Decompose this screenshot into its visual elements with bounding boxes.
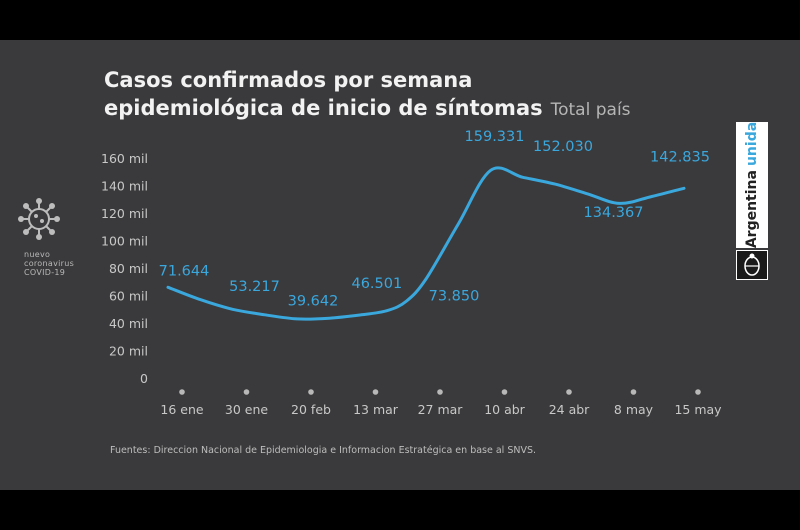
x-tick-label: 30 ene	[225, 402, 268, 417]
data-label: 134.367	[584, 205, 644, 221]
chart-subtitle: Total país	[550, 100, 631, 120]
chart-title: Casos confirmados por semana epidemiológ…	[104, 66, 631, 124]
y-axis: 0 20 mil 40 mil 60 mil 80 mil 100 mil 120 mil 1…	[101, 151, 148, 386]
source-note: Fuentes: Direccion Nacional de Epidemiol…	[110, 445, 537, 456]
data-label: 159.331	[465, 129, 525, 145]
y-tick-label: 20 mil	[109, 344, 148, 359]
x-axis: 16 ene 30 ene 20 feb 13 mar 27 mar 10 abr 24 a…	[160, 389, 722, 417]
x-tick-dot	[501, 389, 508, 395]
y-tick-label: 80 mil	[109, 261, 148, 276]
x-tick-dot	[308, 389, 314, 395]
x-tick-label: 16 ene	[160, 402, 203, 417]
y-tick-label: 120 mil	[101, 206, 148, 221]
argentina-unida-logo: Argentinaunida	[736, 122, 768, 280]
coronavirus-icon	[18, 198, 60, 240]
series-line	[166, 166, 686, 321]
x-tick-dot	[243, 389, 250, 395]
national-seal-panel	[736, 250, 768, 280]
coronavirus-logo: nuevo coronavirus COVID-19	[14, 196, 84, 277]
y-tick-label: 40 mil	[109, 316, 148, 331]
chart-panel	[0, 40, 800, 490]
x-tick-dot	[695, 389, 701, 395]
x-tick-dot	[179, 389, 185, 395]
x-tick-label: 20 feb	[291, 402, 331, 417]
x-tick-label: 15 may	[674, 402, 722, 417]
x-tick-dot	[566, 389, 572, 395]
logo-line-2: coronavirus	[24, 259, 75, 268]
x-tick-dot	[372, 389, 379, 395]
data-label: 46.501	[351, 276, 402, 292]
y-tick-label: 160 mil	[101, 151, 148, 166]
x-tick-dot	[437, 389, 443, 395]
x-tick-label: 10 abr	[484, 402, 525, 417]
title-line-2: epidemiológica de inicio de síntomas	[104, 96, 543, 120]
data-label: 39.642	[288, 293, 339, 309]
data-label: 152.030	[533, 139, 593, 155]
logo-white-panel: Argentinaunida	[736, 122, 768, 248]
data-label: 142.835	[650, 150, 710, 166]
logo-line-3: COVID-19	[24, 268, 66, 277]
series-cases	[166, 166, 686, 321]
x-tick-label: 13 mar	[353, 402, 399, 417]
y-tick-label: 60 mil	[109, 289, 148, 304]
data-labels: 71.644 53.217 39.642 46.501 73.850 159.331 152…	[159, 129, 710, 310]
y-tick-label: 140 mil	[101, 179, 148, 194]
x-tick-label: 8 may	[614, 402, 654, 417]
x-tick-label: 24 abr	[549, 402, 590, 417]
x-tick-label: 27 mar	[418, 402, 464, 417]
x-tick-dot	[630, 389, 637, 395]
data-label: 73.850	[429, 288, 480, 304]
data-label: 71.644	[159, 263, 210, 279]
y-tick-label: 0	[140, 371, 148, 386]
y-tick-label: 100 mil	[101, 234, 148, 249]
logo-line-1: nuevo	[24, 250, 51, 259]
national-seal-icon	[744, 253, 760, 276]
data-label: 53.217	[229, 279, 280, 295]
title-line-1: Casos confirmados por semana	[104, 68, 473, 92]
